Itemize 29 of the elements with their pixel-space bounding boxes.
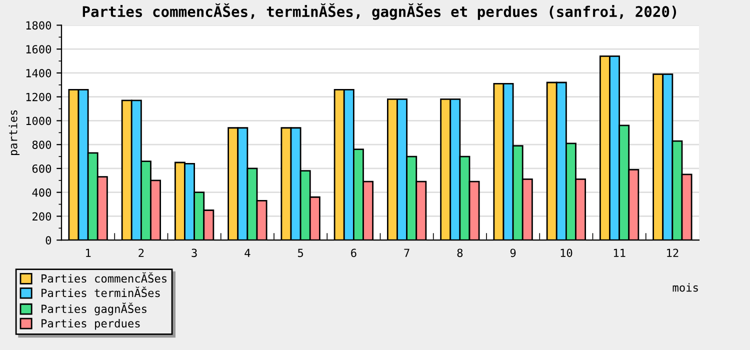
x-tick-label: 10 (560, 248, 572, 258)
x-tick-label: 2 (138, 248, 144, 257)
x-tick-label: 9 (510, 248, 516, 258)
y-tick-label: 1600 (26, 45, 52, 54)
y-tick-label: 800 (32, 140, 52, 149)
x-tick-label: 8 (457, 248, 463, 258)
y-axis-title: parties (8, 110, 20, 156)
legend-label: Parties terminĂŠes (42, 286, 160, 298)
x-tick-label: 5 (298, 248, 304, 258)
x-tick-label: 7 (404, 248, 410, 257)
chart-title: Parties commencĂŠes, terminĂŠes, gagnĂŠes et perdues (sanfroi, 2020) (82, 3, 676, 20)
x-tick-label: 12 (667, 248, 678, 257)
legend-label: Parties gagnĂŠes (42, 302, 146, 316)
x-axis-title: mois (672, 283, 698, 292)
x-tick-label: 4 (244, 248, 250, 257)
legend-label: Parties commencĂŠes (42, 272, 166, 283)
y-tick-label: 200 (32, 212, 52, 221)
x-tick-label: 6 (351, 248, 356, 258)
y-tick-label: 1800 (26, 21, 52, 30)
x-tick-label: 11 (614, 248, 626, 257)
y-tick-label: 600 (32, 164, 52, 173)
y-tick-label: 1200 (26, 92, 52, 102)
legend-label: Parties perdues (42, 318, 140, 330)
x-tick-label: 3 (192, 248, 197, 258)
y-tick-label: 0 (46, 236, 52, 245)
y-tick-label: 400 (32, 188, 52, 197)
y-tick-label: 1400 (26, 68, 52, 78)
y-tick-label: 1000 (26, 116, 52, 126)
x-tick-label: 1 (86, 248, 91, 257)
